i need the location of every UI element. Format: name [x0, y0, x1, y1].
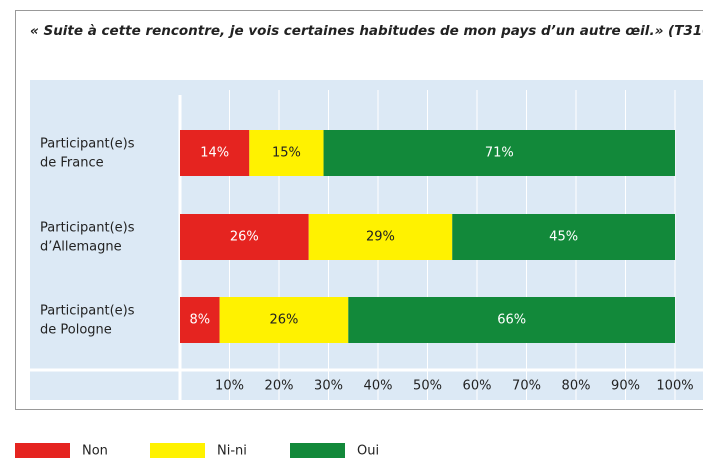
x-tick-label: 100% — [656, 379, 693, 394]
bar-segment — [180, 297, 220, 343]
x-tick-label: 30% — [314, 379, 343, 394]
category-label: Participant(e)s — [40, 221, 135, 236]
bar-segment — [180, 130, 250, 176]
data-label: 71% — [485, 146, 514, 161]
legend-swatch — [290, 443, 345, 458]
x-tick-label: 90% — [611, 379, 640, 394]
data-label: 8% — [189, 313, 210, 328]
data-label: 15% — [272, 146, 301, 161]
data-label: 14% — [200, 146, 229, 161]
bar-segment — [219, 297, 349, 343]
bar-segment — [308, 214, 453, 260]
bar-segment — [348, 297, 675, 343]
category-label: de France — [40, 156, 104, 171]
bar-segment — [180, 214, 309, 260]
x-tick-label: 40% — [364, 379, 393, 394]
data-label: 66% — [497, 313, 526, 328]
legend-swatch — [150, 443, 205, 458]
x-tick-label: 10% — [215, 379, 244, 394]
data-label: 45% — [549, 230, 578, 245]
chart-title: « Suite à cette rencontre, je vois certa… — [30, 23, 703, 39]
category-label: d’Allemagne — [40, 240, 122, 255]
x-tick-label: 80% — [562, 379, 591, 394]
data-label: 26% — [230, 230, 259, 245]
bar-segment — [452, 214, 675, 260]
category-label: Participant(e)s — [40, 304, 135, 319]
legend-label: Ni-ni — [217, 444, 247, 458]
x-tick-label: 60% — [463, 379, 492, 394]
data-label: 26% — [269, 313, 298, 328]
legend-label: Oui — [357, 444, 379, 458]
x-tick-label: 20% — [265, 379, 294, 394]
bar-segment — [323, 130, 675, 176]
data-label: 29% — [366, 230, 395, 245]
category-label: de Pologne — [40, 323, 112, 338]
category-label: Participant(e)s — [40, 137, 135, 152]
x-tick-label: 50% — [413, 379, 442, 394]
x-tick-label: 70% — [512, 379, 541, 394]
bar-segment — [249, 130, 324, 176]
legend-swatch — [15, 443, 70, 458]
legend-label: Non — [82, 444, 108, 458]
